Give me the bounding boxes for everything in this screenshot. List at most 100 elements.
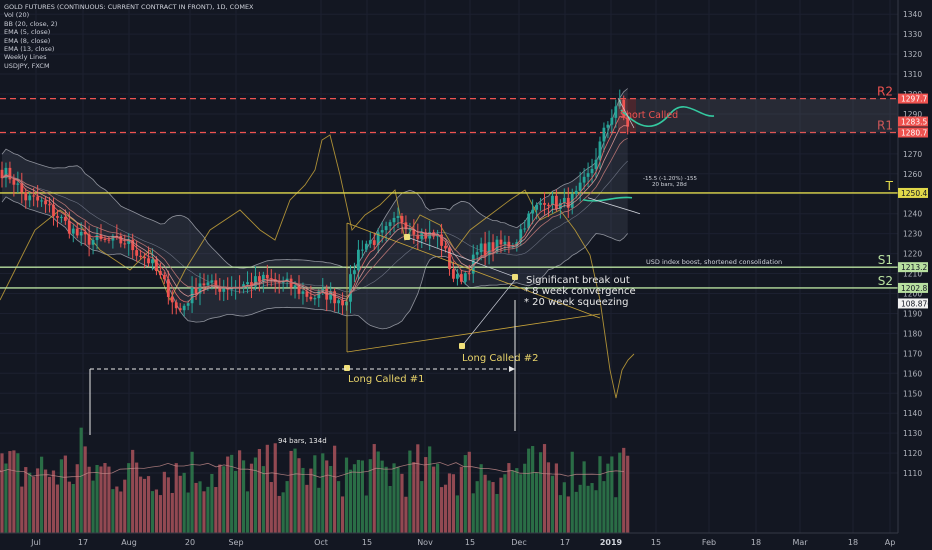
price-tick-label: 1290 xyxy=(903,110,922,119)
volume-bar xyxy=(451,474,456,533)
volume-bar xyxy=(273,443,277,533)
candle-body xyxy=(396,216,400,218)
volume-bar xyxy=(535,472,539,533)
volume-bar xyxy=(249,463,254,533)
long-called-2-label: Long Called #2 xyxy=(462,353,538,364)
indicator-usdjpy[interactable]: USDJPY, FXCM xyxy=(4,61,50,70)
volume-bar xyxy=(602,481,606,533)
price-tick-label: 1140 xyxy=(903,409,922,418)
price-tag-r1: 1280.7 xyxy=(901,129,927,138)
volume-bar xyxy=(170,492,174,533)
volume-bar xyxy=(190,451,194,533)
price-tag-current: 1283.5 xyxy=(901,118,927,127)
volume-bar xyxy=(562,482,566,533)
price-axis[interactable]: 1360135013401330132013101300129012801270… xyxy=(897,0,932,550)
candle-body xyxy=(523,228,527,230)
volume-bar xyxy=(313,455,317,533)
candle-body xyxy=(614,106,618,118)
volume-bar xyxy=(4,463,8,533)
indicator-ema-5[interactable]: EMA (5, close) xyxy=(4,28,51,37)
candle-body xyxy=(182,305,186,311)
candle-body xyxy=(555,195,558,209)
candle-body xyxy=(103,238,107,240)
volume-bar xyxy=(87,466,91,533)
volume-bar xyxy=(36,468,40,533)
convergence-line-upper xyxy=(346,222,601,319)
volume-bar xyxy=(55,484,60,533)
volume-bar xyxy=(127,463,131,533)
ema-8-line xyxy=(1,125,628,300)
price-tag-usdjpy-bg xyxy=(898,298,928,309)
volume-bar xyxy=(79,427,83,533)
indicator-bollinger[interactable]: BB (20, close, 2) xyxy=(4,19,58,28)
time-axis[interactable]: Jul 17 Aug 20 Sep Oct 15 Nov 15 Dec 17 2019 15 Feb 18 M… xyxy=(0,532,898,550)
candle-body xyxy=(487,242,491,256)
time-tick-label: Mar xyxy=(792,538,808,547)
indicator-volume[interactable]: Vol (20) xyxy=(4,11,30,20)
volume-bar xyxy=(463,455,467,533)
breakout-label-2: * 8 week convergence xyxy=(524,286,636,297)
volume-bar xyxy=(75,464,79,533)
time-tick-label: 17 xyxy=(560,538,570,547)
candle-body xyxy=(24,192,28,201)
candle-body xyxy=(547,204,550,206)
candle-body xyxy=(107,239,111,241)
symbol-title[interactable]: GOLD FUTURES (CONTINUOUS: CURRENT CONTRA… xyxy=(4,3,254,11)
volume-bar xyxy=(372,444,376,533)
volume-bar xyxy=(586,485,590,533)
volume-bar xyxy=(59,459,63,533)
volume-bar xyxy=(297,458,301,533)
time-tick-label: Ap xyxy=(885,538,896,547)
volume-bar xyxy=(8,451,12,533)
indicator-ema-8[interactable]: EMA (8, close) xyxy=(4,36,51,45)
price-tick-label: 1210 xyxy=(903,270,922,279)
volume-bar xyxy=(24,467,28,533)
volume-bar xyxy=(135,462,139,533)
candle-body xyxy=(388,222,392,227)
volume-bar xyxy=(542,444,547,533)
usdjpy-line xyxy=(0,134,635,399)
candle-body xyxy=(265,274,269,279)
measure-label: -15.5 (-1.20%) -155 xyxy=(643,176,697,182)
volume-bar xyxy=(202,491,206,533)
price-tick-label: 1310 xyxy=(903,70,922,79)
volume-bar xyxy=(285,481,289,533)
volume-bar xyxy=(71,483,75,533)
price-tick-label: 1190 xyxy=(903,309,922,318)
candle-body xyxy=(491,242,495,252)
indicator-weekly-lines[interactable]: Weekly Lines xyxy=(4,53,47,62)
volume-bar xyxy=(523,463,527,533)
price-tick-label: 1170 xyxy=(903,349,922,358)
price-tag-s1: 1213.2 xyxy=(901,263,927,272)
level-label-s2: S2 xyxy=(878,274,893,288)
candle-body xyxy=(400,216,404,223)
candle-body xyxy=(242,284,245,288)
volume-bar xyxy=(321,453,325,533)
price-tick-label: 1270 xyxy=(903,150,922,159)
volume-bar xyxy=(459,466,463,533)
volume-bar xyxy=(479,464,483,533)
candle-body xyxy=(475,252,479,255)
indicator-ema-13[interactable]: EMA (13, close) xyxy=(4,45,55,54)
volume-bar xyxy=(594,490,598,533)
candle-body xyxy=(463,273,467,282)
volume-bar xyxy=(356,459,360,533)
candle-body xyxy=(67,220,71,234)
candle-body xyxy=(194,287,198,294)
candle-body xyxy=(8,167,12,180)
volume-bar xyxy=(0,453,4,533)
candle-body xyxy=(606,124,610,128)
volume-bar xyxy=(388,485,392,533)
volume-bar xyxy=(265,444,269,533)
candle-body xyxy=(412,229,416,235)
anchor-point xyxy=(344,365,350,371)
volume-bar xyxy=(507,463,511,533)
volume-bar xyxy=(471,493,475,533)
candle-body xyxy=(626,116,630,127)
volume-bar xyxy=(150,491,155,533)
candle-body xyxy=(131,239,135,251)
volume-bar xyxy=(43,469,48,533)
